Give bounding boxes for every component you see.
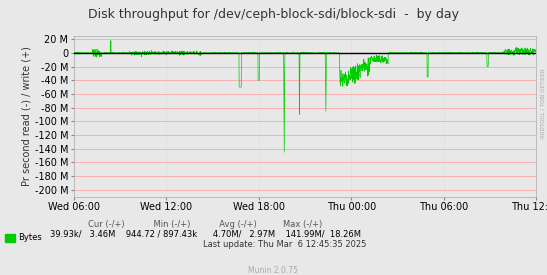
Text: 39.93k/   3.46M    944.72 / 897.43k      4.70M/   2.97M    141.99M/  18.26M: 39.93k/ 3.46M 944.72 / 897.43k 4.70M/ 2.… bbox=[50, 230, 360, 239]
Text: Last update: Thu Mar  6 12:45:35 2025: Last update: Thu Mar 6 12:45:35 2025 bbox=[203, 240, 366, 249]
Text: Cur (-/+)           Min (-/+)           Avg (-/+)          Max (-/+): Cur (-/+) Min (-/+) Avg (-/+) Max (-/+) bbox=[88, 220, 322, 229]
Text: RRDTOOL / TOBI OETIKER: RRDTOOL / TOBI OETIKER bbox=[541, 69, 546, 138]
Text: Munin 2.0.75: Munin 2.0.75 bbox=[248, 266, 299, 274]
Text: Disk throughput for /dev/ceph-block-sdi/block-sdi  -  by day: Disk throughput for /dev/ceph-block-sdi/… bbox=[88, 8, 459, 21]
Text: Bytes: Bytes bbox=[19, 233, 42, 242]
Y-axis label: Pr second read (-) / write (+): Pr second read (-) / write (+) bbox=[22, 46, 32, 186]
